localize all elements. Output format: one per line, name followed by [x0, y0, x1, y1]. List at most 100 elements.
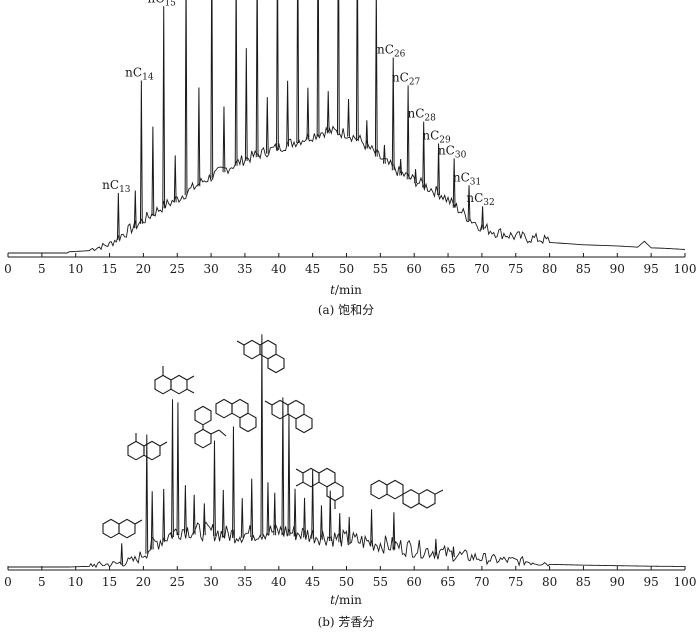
panel-a-minor-peak-14: [399, 158, 403, 176]
peak-label-nC26: nC26: [377, 42, 406, 59]
panel-a-tick-label: 80: [542, 262, 557, 276]
panel-b-peak-5: [171, 399, 174, 538]
panel-b-peak-26: [347, 516, 351, 544]
panel-a-alkane-peak-8: [276, 0, 279, 151]
panel-a-tick-label: 40: [271, 262, 286, 276]
panel-b-tick-label: 25: [170, 575, 185, 589]
structure-dimethylnaphthalene-1: [127, 433, 168, 461]
peak-label-nC14: nC14: [125, 66, 154, 83]
panel-a-minor-peak-10: [326, 91, 330, 134]
structure-phenanthrene-1: [215, 398, 257, 433]
peak-label-nC27: nC27: [392, 70, 421, 87]
panel-a-peak-labels: nC13nC14nC15nC16nC17nC18nC19nC20nC21nC22…: [102, 0, 495, 208]
panel-a-minor-peak-2: [151, 126, 155, 216]
panel-a-tick-label: 55: [373, 262, 388, 276]
panel-a-alkane-peak-17: [437, 143, 440, 196]
panel-b-peak-7: [183, 485, 187, 533]
panel-b-tick-label: 45: [305, 575, 320, 589]
structure-methylphenanthrene: [236, 339, 285, 374]
panel-b-tick-label: 70: [474, 575, 489, 589]
panel-a-peaks: [116, 0, 484, 240]
peak-label-nC15: nC15: [148, 0, 177, 8]
panel-a-minor-peak-12: [365, 120, 369, 149]
panel-a-alkane-peak-5: [210, 0, 214, 179]
panel-a-tick-label: 30: [203, 262, 218, 276]
panel-b-tick-label: 40: [271, 575, 286, 589]
panel-a-minor-peak-15: [414, 169, 417, 184]
panel-a-minor-peak-5: [222, 106, 226, 173]
panel-a-alkane-peak-11: [336, 0, 340, 135]
panel-a-alkane-peak-18: [452, 158, 456, 208]
panel-a-tick-label: 60: [407, 262, 422, 276]
panel-b-tick-label: 80: [542, 575, 557, 589]
panel-b-peak-9: [202, 503, 206, 536]
panel-b-tick-label: 0: [4, 575, 12, 589]
peak-label-nC28: nC28: [407, 107, 436, 124]
panel-a-alkane-peak-10: [316, 0, 320, 136]
peak-label-nC29: nC29: [422, 128, 451, 145]
panel-a-alkane-peak-7: [255, 0, 259, 158]
panel-a-minor-peak-6: [244, 48, 248, 161]
panel-b-tick-label: 90: [610, 575, 625, 589]
panel-b-peak-3: [150, 491, 154, 550]
panel-a-alkane-peak-2: [139, 80, 143, 224]
panel-b-tick-label: 5: [38, 575, 46, 589]
panel-b-peak-12: [232, 426, 235, 538]
panel-a-alkane-peak-12: [355, 0, 359, 142]
panel-b-peak-11: [221, 489, 225, 538]
panel-a-minor-peak-3: [173, 155, 177, 203]
panel-a-alkane-peak-20: [481, 206, 484, 230]
panel-a-tick-label: 15: [102, 262, 117, 276]
panel-a-tick-label: 35: [237, 262, 252, 276]
panel-b-tick-label: 85: [576, 575, 591, 589]
peak-label-nC30: nC30: [438, 143, 467, 160]
panel-a-tick-label: 25: [170, 262, 185, 276]
panel-a-alkane-peak-9: [296, 0, 300, 144]
panel-a-alkane-peak-15: [406, 85, 410, 180]
panel-b-peak-14: [250, 478, 254, 537]
panel-b-peak-17: [273, 492, 277, 536]
panel-b-peak-13: [240, 498, 244, 538]
panel-b-peak-29: [434, 538, 438, 555]
panel-a-tick-label: 100: [674, 262, 697, 276]
panel-a-minor-peak-8: [286, 80, 290, 147]
panel-a-tick-label: 70: [474, 262, 489, 276]
panel-a-caption: (a) 饱和分: [318, 302, 374, 317]
panel-a-alkane-peak-4: [184, 0, 188, 196]
panel-b-x-ticks: 0 5 10 15 20 25 30 35 40 45 50 55 60 65 70 75 80 85 90 95 10…: [4, 566, 696, 589]
structure-trimethylnaphthalene: [154, 366, 195, 395]
panel-b-peak-25: [338, 513, 342, 543]
panel-a-alkane-peak-19: [467, 185, 471, 221]
panel-b-peak-1: [120, 543, 124, 565]
panel-a-x-axis-label: t/min: [330, 283, 362, 297]
panel-a-minor-peak-11: [347, 98, 350, 137]
structure-methylchrysene: [370, 479, 444, 509]
panel-a-tick-label: 10: [68, 262, 83, 276]
panel-b-aromatics: 0 5 10 15 20 25 30 35 40 45 50 55 60 65 70 75 80 85 90 95 10…: [4, 334, 696, 629]
panel-a-minor-peak-13: [383, 144, 386, 164]
panel-a-alkane-peak-13: [374, 0, 378, 157]
panel-a-tick-label: 95: [644, 262, 659, 276]
panel-a-minor-peak-7: [265, 97, 269, 154]
panel-b-tick-label: 75: [508, 575, 523, 589]
panel-b-tick-label: 10: [68, 575, 83, 589]
panel-a-minor-peak-1: [133, 190, 137, 229]
panel-b-peak-10: [213, 440, 216, 536]
panel-a-minor-peak-4: [197, 87, 201, 187]
panel-a-tick-label: 20: [136, 262, 151, 276]
panel-b-peak-22: [311, 469, 315, 539]
panel-b-peak-27: [370, 509, 373, 547]
panel-b-tick-label: 100: [674, 575, 697, 589]
panel-a-alkane-peak-14: [391, 57, 395, 171]
panel-b-tick-label: 50: [339, 575, 354, 589]
panel-a-tick-label: 5: [38, 262, 46, 276]
panel-b-peak-4: [162, 488, 166, 542]
panel-a-saturates: nC13nC14nC15nC16nC17nC18nC19nC20nC21nC22…: [4, 0, 696, 317]
panel-b-tick-label: 20: [136, 575, 151, 589]
panel-b-x-axis-label: t/min: [330, 593, 362, 607]
panel-a-tick-label: 65: [440, 262, 455, 276]
panel-a-tick-label: 85: [576, 262, 591, 276]
panel-b-peak-8: [192, 494, 196, 535]
panel-b-peak-24: [328, 490, 332, 542]
